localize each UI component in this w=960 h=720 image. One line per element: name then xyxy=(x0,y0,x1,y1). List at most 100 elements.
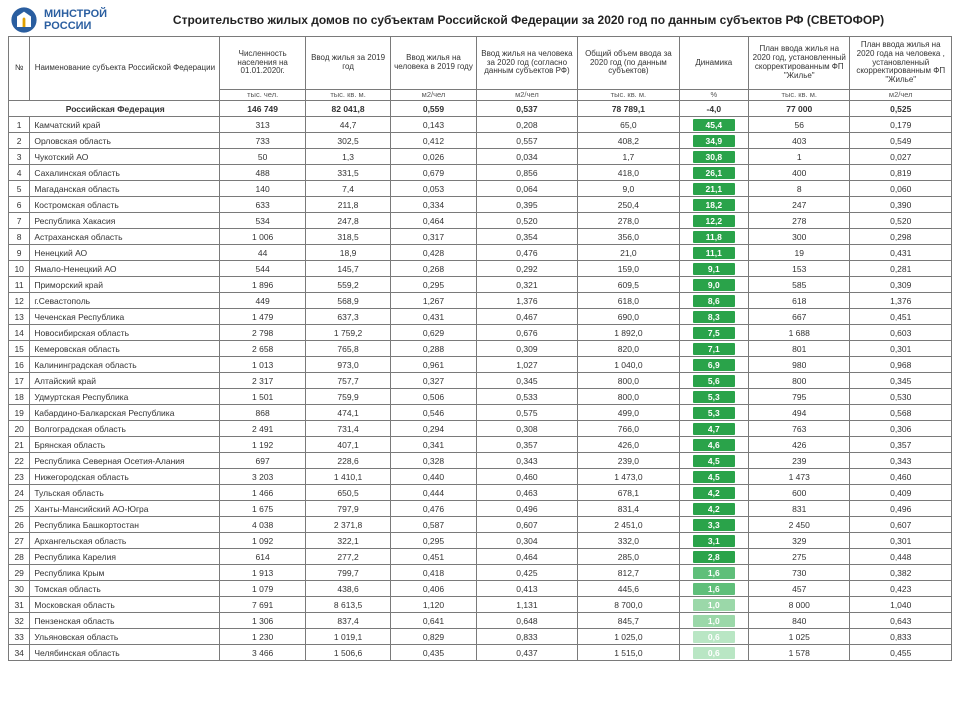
cell-name: Калининградская область xyxy=(30,357,220,373)
table-row: 4 Сахалинская область 488 331,5 0,679 0,… xyxy=(9,165,952,181)
cell-planpc: 0,603 xyxy=(850,325,952,341)
dynamics-badge: 21,1 xyxy=(693,183,735,195)
u-pc2020: м2/чел xyxy=(476,89,577,100)
cell-pc2019: 0,428 xyxy=(391,245,476,261)
cell-plan: 239 xyxy=(749,453,850,469)
dynamics-badge: 11,1 xyxy=(693,247,735,259)
cell-planpc: 0,409 xyxy=(850,485,952,501)
cell-plan: 667 xyxy=(749,309,850,325)
cell-planpc: 0,301 xyxy=(850,533,952,549)
cell-v2019: 7,4 xyxy=(305,181,390,197)
cell-planpc: 0,496 xyxy=(850,501,952,517)
cell-v2019: 318,5 xyxy=(305,229,390,245)
dynamics-badge: 4,2 xyxy=(693,487,735,499)
cell-v2020: 812,7 xyxy=(578,565,679,581)
cell-name: Алтайский край xyxy=(30,373,220,389)
cell-plan: 795 xyxy=(749,389,850,405)
cell-plan: 980 xyxy=(749,357,850,373)
cell-pc2019: 0,334 xyxy=(391,197,476,213)
col-v2020: Общий объем ввода за 2020 год (по данным… xyxy=(578,37,679,90)
cell-pc2020: 0,533 xyxy=(476,389,577,405)
cell-pc2020: 0,343 xyxy=(476,453,577,469)
cell-v2019: 474,1 xyxy=(305,405,390,421)
col-pc2020: Ввод жилья на человека за 2020 год (согл… xyxy=(476,37,577,90)
cell-pop: 1 306 xyxy=(220,613,305,629)
cell-planpc: 0,301 xyxy=(850,341,952,357)
cell-v2020: 21,0 xyxy=(578,245,679,261)
cell-pop: 614 xyxy=(220,549,305,565)
cell-pc2020: 0,856 xyxy=(476,165,577,181)
dynamics-badge: 9,0 xyxy=(693,279,735,291)
dynamics-badge: 5,3 xyxy=(693,407,735,419)
cell-name: Костромская область xyxy=(30,197,220,213)
cell-pop: 50 xyxy=(220,149,305,165)
cell-dyn: 3,1 xyxy=(679,533,748,549)
cell-pop: 146 749 xyxy=(220,101,305,117)
col-v2019: Ввод жилья за 2019 год xyxy=(305,37,390,90)
cell-name: г.Севастополь xyxy=(30,293,220,309)
u-v2020: тыс. кв. м. xyxy=(578,89,679,100)
cell-v2019: 837,4 xyxy=(305,613,390,629)
cell-plan: 801 xyxy=(749,341,850,357)
logo-line1: МИНСТРОЙ xyxy=(44,8,107,20)
cell-v2020: 408,2 xyxy=(578,133,679,149)
table-row: 34 Челябинская область 3 466 1 506,6 0,4… xyxy=(9,645,952,661)
cell-pc2019: 0,451 xyxy=(391,549,476,565)
table-row: 19 Кабардино-Балкарская Республика 868 4… xyxy=(9,405,952,421)
cell-plan: 153 xyxy=(749,261,850,277)
cell-pc2019: 0,327 xyxy=(391,373,476,389)
cell-pop: 1 013 xyxy=(220,357,305,373)
dynamics-badge: -4,0 xyxy=(706,104,721,114)
cell-pc2019: 0,053 xyxy=(391,181,476,197)
dynamics-badge: 11,8 xyxy=(693,231,735,243)
cell-name: Томская область xyxy=(30,581,220,597)
cell-plan: 1 xyxy=(749,149,850,165)
cell-name: Московская область xyxy=(30,597,220,613)
dynamics-badge: 8,3 xyxy=(693,311,735,323)
cell-plan: 831 xyxy=(749,501,850,517)
cell-pc2020: 0,345 xyxy=(476,373,577,389)
header: МИНСТРОЙ РОССИИ Строительство жилых домо… xyxy=(0,0,960,36)
cell-v2020: 820,0 xyxy=(578,341,679,357)
cell-plan: 730 xyxy=(749,565,850,581)
dynamics-badge: 6,9 xyxy=(693,359,735,371)
cell-plan: 1 025 xyxy=(749,629,850,645)
dynamics-badge: 12,2 xyxy=(693,215,735,227)
dynamics-badge: 5,3 xyxy=(693,391,735,403)
cell-idx: 7 xyxy=(9,213,30,229)
cell-pop: 7 691 xyxy=(220,597,305,613)
u-v2019: тыс. кв. м. xyxy=(305,89,390,100)
table-row: 15 Кемеровская область 2 658 765,8 0,288… xyxy=(9,341,952,357)
u-dyn: % xyxy=(679,89,748,100)
cell-pop: 488 xyxy=(220,165,305,181)
cell-pop: 1 479 xyxy=(220,309,305,325)
cell-dyn: 5,3 xyxy=(679,389,748,405)
table-container: № Наименование субъекта Российской Федер… xyxy=(0,36,960,661)
cell-dyn: 12,2 xyxy=(679,213,748,229)
col-name: Наименование субъекта Российской Федерац… xyxy=(30,37,220,101)
dynamics-badge: 7,5 xyxy=(693,327,735,339)
cell-idx: 16 xyxy=(9,357,30,373)
cell-plan: 457 xyxy=(749,581,850,597)
cell-v2019: 247,8 xyxy=(305,213,390,229)
cell-idx: 23 xyxy=(9,469,30,485)
cell-v2019: 973,0 xyxy=(305,357,390,373)
cell-dyn: 1,6 xyxy=(679,565,748,581)
cell-v2020: 678,1 xyxy=(578,485,679,501)
cell-planpc: 0,819 xyxy=(850,165,952,181)
cell-v2020: 800,0 xyxy=(578,389,679,405)
dynamics-badge: 7,1 xyxy=(693,343,735,355)
cell-planpc: 0,357 xyxy=(850,437,952,453)
cell-pc2019: 0,295 xyxy=(391,277,476,293)
cell-pop: 733 xyxy=(220,133,305,149)
cell-plan: 329 xyxy=(749,533,850,549)
cell-idx: 20 xyxy=(9,421,30,437)
u-pc2019: м2/чел xyxy=(391,89,476,100)
cell-idx: 9 xyxy=(9,245,30,261)
dynamics-badge: 4,6 xyxy=(693,439,735,451)
cell-dyn: 1,0 xyxy=(679,597,748,613)
col-idx: № xyxy=(9,37,30,101)
cell-name: Челябинская область xyxy=(30,645,220,661)
cell-name: Республика Башкортостан xyxy=(30,517,220,533)
cell-dyn: 4,5 xyxy=(679,469,748,485)
